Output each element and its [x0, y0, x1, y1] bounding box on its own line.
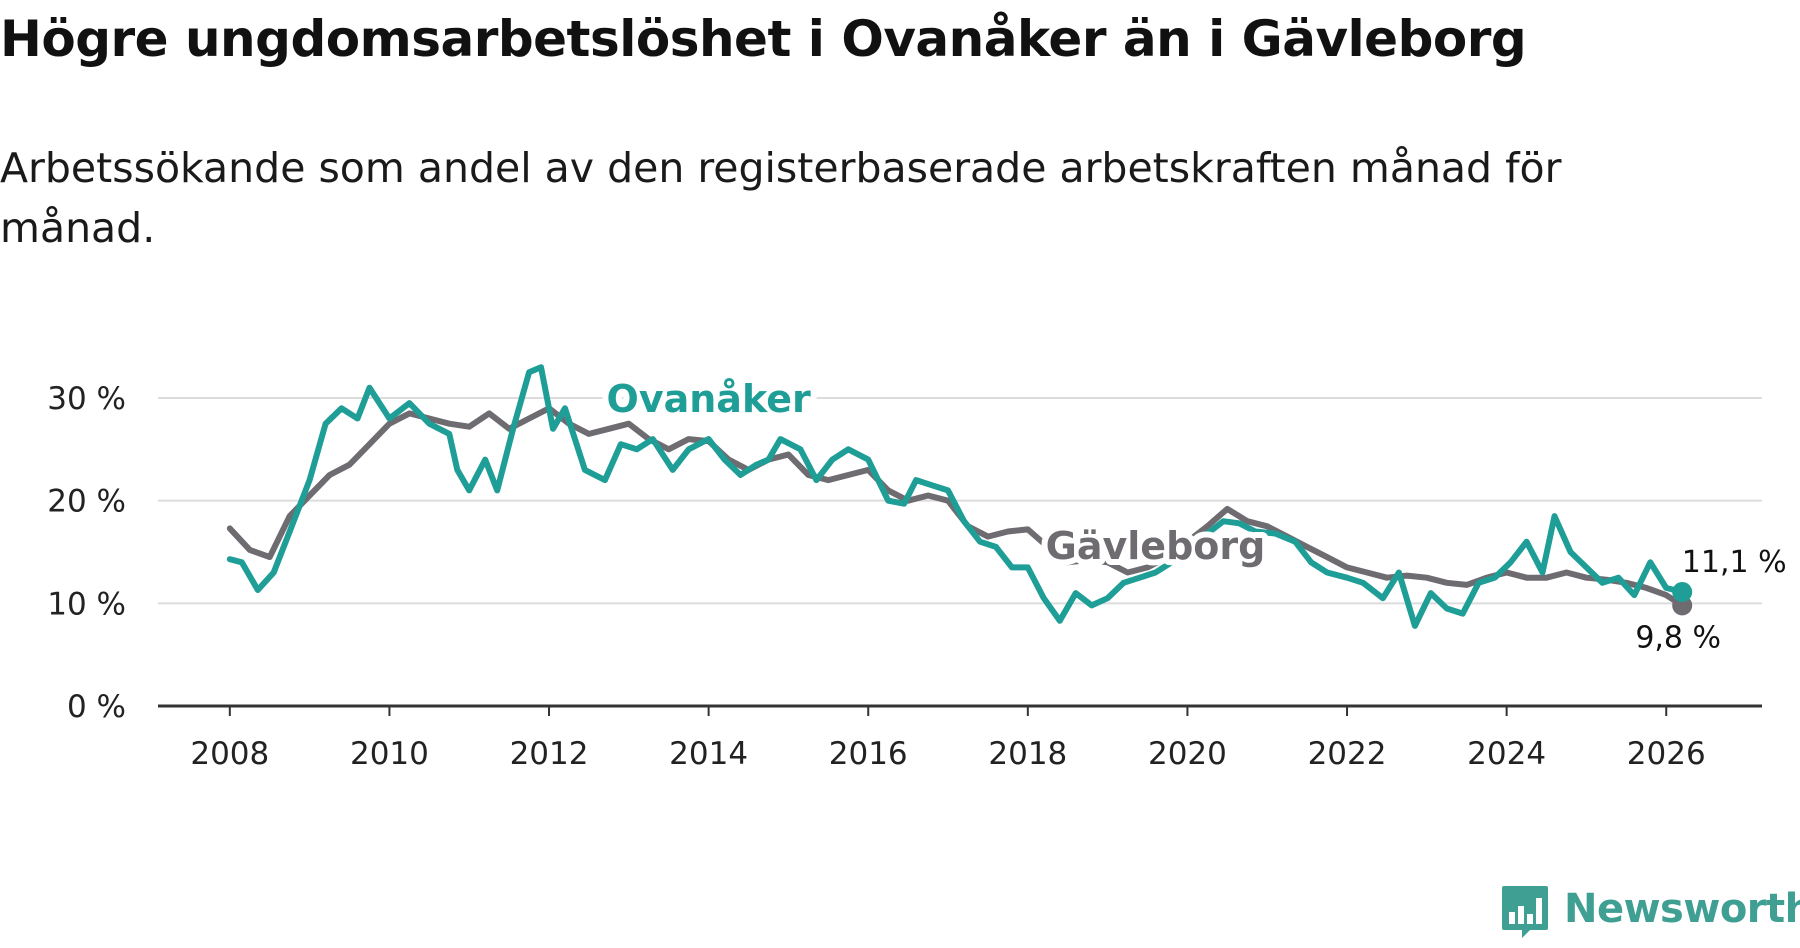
- y-tick-label: 20 %: [47, 484, 126, 520]
- chart-title: Högre ungdomsarbetslöshet i Ovanåker än …: [0, 10, 1527, 68]
- bar-chart-bubble-icon: [1502, 886, 1548, 938]
- series-line-ovanåker: [226, 364, 1686, 629]
- x-axis: 2008 2010 2012 2014 2016 2018 2020 2022 2024 2026: [158, 704, 1762, 772]
- x-tick-label: 2010: [350, 736, 429, 772]
- newsworthy-logo: Newsworthy: [1500, 878, 1800, 948]
- x-tick-label: 2016: [829, 736, 908, 772]
- brand-name: Newsworthy: [1564, 886, 1800, 932]
- end-value-label-gavleborg: 9,8 %: [1635, 620, 1721, 655]
- x-tick-label: 2022: [1308, 736, 1387, 772]
- series-label-ovanåker: Ovanåker: [607, 377, 811, 421]
- x-tick-label: 2020: [1148, 736, 1227, 772]
- y-tick-label: 10 %: [47, 586, 126, 622]
- end-value-label-ovanaker: 11,1 %: [1682, 545, 1787, 580]
- x-tick-label: 2008: [190, 736, 269, 772]
- x-tick-label: 2024: [1467, 736, 1546, 772]
- x-tick-label: 2026: [1627, 736, 1706, 772]
- series-labels: Ovanåker Gävleborg 11,1 % 9,8 %: [601, 371, 1791, 659]
- x-tick-label: 2014: [669, 736, 748, 772]
- y-tick-label: 0 %: [67, 689, 126, 725]
- series-lines: [226, 364, 1693, 629]
- y-axis: 0 % 10 % 20 % 30 %: [47, 381, 126, 725]
- gridlines: [158, 397, 1762, 605]
- x-tick-label: 2012: [510, 736, 589, 772]
- chart-subtitle: Arbetssökande som andel av den registerb…: [0, 144, 1562, 252]
- y-tick-label: 30 %: [47, 381, 126, 417]
- series-label-gävleborg: Gävleborg: [1046, 524, 1266, 568]
- x-tick-label: 2018: [988, 736, 1067, 772]
- end-marker-ovanåker: [1672, 582, 1693, 603]
